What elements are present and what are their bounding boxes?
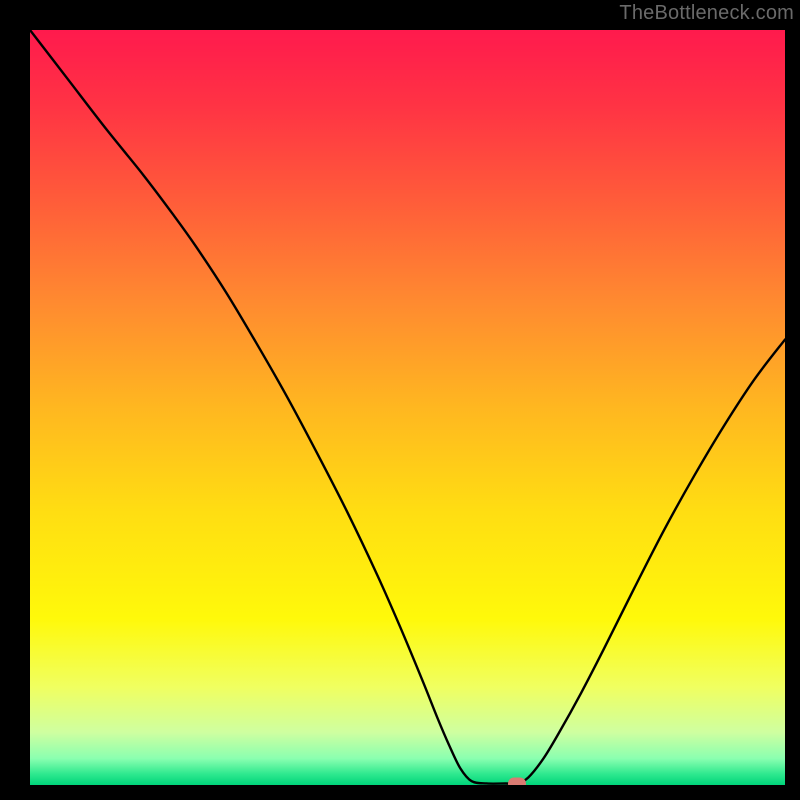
optimum-marker	[508, 777, 526, 785]
chart-background	[30, 30, 785, 785]
watermark-label: TheBottleneck.com	[619, 2, 794, 25]
chart-frame: TheBottleneck.com	[0, 0, 800, 800]
plot-area	[30, 30, 785, 785]
bottleneck-curve-chart	[30, 30, 785, 785]
